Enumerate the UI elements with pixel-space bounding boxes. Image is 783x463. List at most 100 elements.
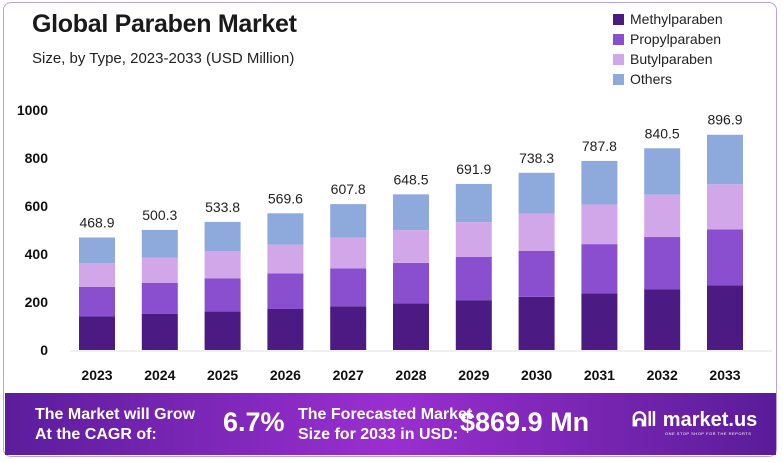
data-label: 691.9 [456,161,491,177]
bar-segment-butylparaben [393,230,429,263]
legend-swatch [613,73,624,85]
cagr-label: The Market will Grow At the CAGR of: [35,405,195,445]
bar-segment-propylparaben [204,278,241,312]
chart-title: Global Paraben Market [32,10,297,38]
y-tick-label: 1000 [17,102,48,118]
chart-frame [3,2,777,457]
data-label: 468.9 [79,214,114,230]
x-tick-label: 2028 [395,367,426,383]
bar-segment-others [518,172,555,214]
legend: Methylparaben Propylparaben Butylparaben… [613,9,723,89]
bar-segment-methylparaben [204,311,241,350]
legend-item-propylparaben: Propylparaben [613,29,723,49]
bar-segment-others [393,194,429,231]
bar-segment-butylparaben [79,263,115,287]
y-tick-label: 800 [25,150,49,166]
legend-item-butylparaben: Butylparaben [613,49,723,69]
legend-item-others: Others [613,69,723,89]
bar-segment-others [581,160,618,205]
bar-segment-butylparaben [141,257,178,283]
market-us-logo: ᕱ‖ market.us ONE STOP SHOP FOR THE REPOR… [632,409,758,436]
x-tick-label: 2027 [333,367,364,383]
forecast-value: $869.9 Mn [460,407,590,437]
cagr-label-line: At the CAGR of: [35,426,157,443]
legend-label: Butylparaben [630,51,713,67]
bar-segment-propylparaben [707,229,743,286]
bar-segment-others [330,204,367,238]
y-tick-label: 200 [25,294,49,310]
logo-tagline: ONE STOP SHOP FOR THE REPORTS [665,431,752,436]
bar-segment-propylparaben [644,237,681,290]
bar-segment-methylparaben [79,316,115,350]
forecast-label-line: The Forecasted Market [298,406,473,423]
bar-segment-others [455,183,492,223]
bar-segment-butylparaben [267,244,304,274]
logo-icon: ᕱ‖ [632,409,657,431]
x-tick-label: 2023 [81,367,112,383]
bar-segment-propylparaben [518,250,555,297]
bar-segment-methylparaben [455,300,492,350]
bar-segment-butylparaben [581,204,618,245]
x-tick-label: 2024 [144,367,175,383]
legend-swatch [613,13,624,25]
bar-segment-butylparaben [204,251,241,279]
chart-subtitle: Size, by Type, 2023-2033 (USD Million) [32,50,295,67]
summary-banner: The Market will Grow At the CAGR of: 6.7%… [5,393,776,455]
legend-label: Others [630,71,673,87]
bar-segment-methylparaben [518,296,555,350]
bar-segment-others [644,148,681,195]
x-tick-label: 2025 [207,367,238,383]
data-label: 738.3 [519,150,554,166]
bar-segment-propylparaben [455,257,492,301]
bar-segment-methylparaben [330,306,367,350]
data-label: 607.8 [331,181,366,197]
bar-segment-butylparaben [707,184,743,230]
x-tick-label: 2029 [458,367,489,383]
data-label: 500.3 [142,207,177,223]
bar-segment-butylparaben [644,194,681,238]
data-label: 896.9 [707,112,742,128]
bar-segment-methylparaben [581,293,618,350]
y-tick-label: 0 [40,342,48,358]
y-tick-label: 600 [25,198,49,214]
bar-segment-propylparaben [267,273,304,309]
legend-item-methylparaben: Methylparaben [613,9,723,29]
cagr-label-line: The Market will Grow [35,406,196,423]
bar-segment-butylparaben [455,222,492,257]
legend-swatch [613,33,624,45]
bar-segment-others [707,134,743,185]
bar-segment-methylparaben [644,289,681,350]
x-tick-label: 2026 [270,367,301,383]
logo-text: market.us [662,409,758,431]
bar-segment-propylparaben [393,262,429,304]
forecast-label-line: Size for 2033 in USD: [298,426,459,443]
bar-segment-others [141,229,178,258]
x-tick-label: 2031 [584,367,615,383]
bar-segment-methylparaben [393,303,429,350]
x-tick-label: 2030 [521,367,552,383]
bar-segment-propylparaben [330,268,367,307]
bar-segment-others [79,237,115,264]
bar-segment-butylparaben [518,213,555,251]
data-label: 648.5 [393,171,428,187]
bar-segment-propylparaben [581,244,618,294]
forecast-label: The Forecasted Market Size for 2033 in US… [298,405,472,445]
bar-segment-methylparaben [141,313,178,350]
bar-segment-butylparaben [330,237,367,269]
bar-segment-others [267,213,304,245]
data-label: 840.5 [645,125,680,141]
legend-swatch [613,53,624,65]
chart-plot: 0 200 400 600 800 1000 468.9 2023 500.3 2024 533.8… [17,102,772,383]
data-label: 533.8 [205,199,240,215]
legend-label: Methylparaben [630,11,723,27]
x-tick-label: 2032 [647,367,678,383]
bar-segment-propylparaben [141,282,178,314]
data-label: 787.8 [582,138,617,154]
legend-label: Propylparaben [630,31,722,47]
bar-segment-propylparaben [79,286,115,317]
data-label: 569.6 [268,190,303,206]
bar-segment-methylparaben [267,308,304,350]
bar-segment-others [204,221,241,252]
bar-segment-methylparaben [707,285,743,350]
x-tick-label: 2033 [709,367,740,383]
